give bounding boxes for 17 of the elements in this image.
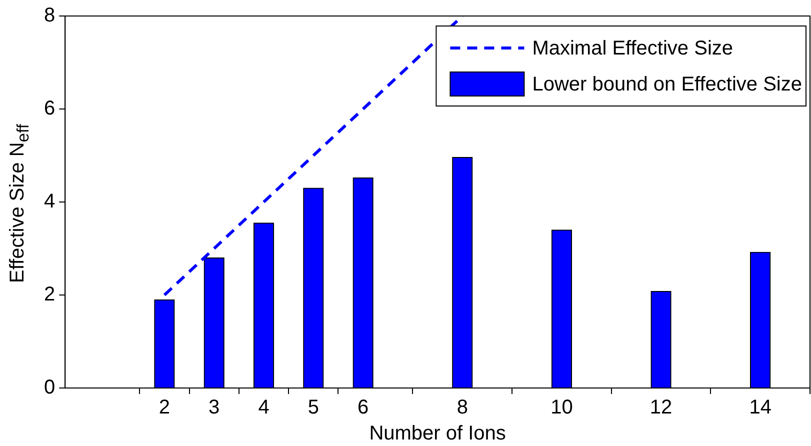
- y-tick-label: 0: [44, 376, 56, 399]
- x-tick-label: 6: [358, 396, 369, 419]
- y-tick-label: 2: [44, 284, 56, 306]
- y-tick-label: 6: [44, 98, 56, 120]
- x-tick-label: 2: [158, 396, 170, 419]
- legend-label: Lower bound on Effective Size: [532, 74, 802, 96]
- x-tick-label: 3: [208, 396, 220, 419]
- y-tick-label: 4: [44, 190, 56, 213]
- x-tick-label: 8: [456, 396, 468, 419]
- legend-label: Maximal Effective Size: [532, 38, 734, 60]
- x-axis-title: Number of Ions: [369, 422, 506, 445]
- x-tick-label: 12: [650, 396, 672, 419]
- x-tick-label: 14: [749, 396, 772, 419]
- x-tick-label: 10: [550, 396, 573, 419]
- y-tick-label: 8: [44, 4, 56, 27]
- x-tick-label: 5: [308, 396, 319, 419]
- x-tick-label: 4: [258, 396, 270, 419]
